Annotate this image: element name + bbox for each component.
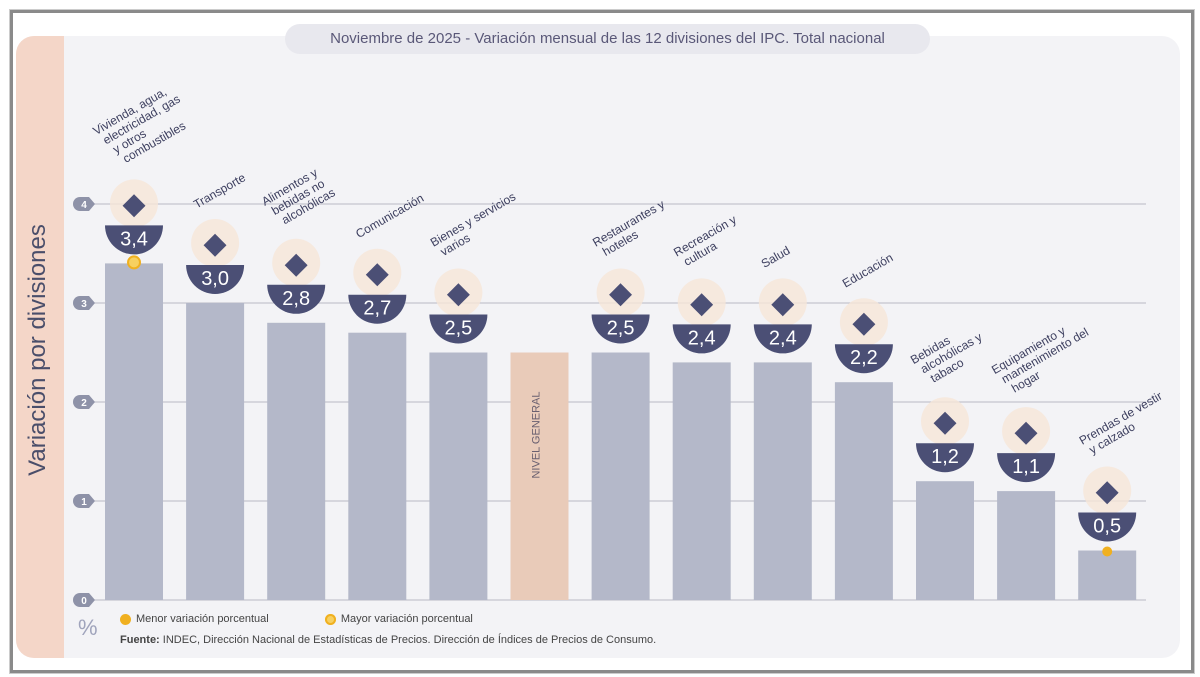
y-tick-label: 1	[81, 497, 87, 508]
category-label: Educación	[840, 250, 896, 290]
bar	[348, 332, 407, 600]
data-label: 2,8	[282, 288, 310, 310]
category-label: Comunicación	[353, 191, 426, 241]
bar	[753, 362, 812, 600]
bar	[591, 352, 650, 600]
value-badge	[1078, 512, 1137, 542]
icon-backdrop	[272, 238, 321, 287]
category-label: Alimentos ybebidas noalcohólicas	[259, 163, 337, 231]
y-tick-label: 2	[81, 398, 87, 409]
notebook-icon: ◆	[852, 306, 875, 339]
bar	[1078, 550, 1137, 600]
y-tick-marker	[73, 593, 95, 607]
wine-icon: ◆	[933, 405, 956, 438]
bar	[834, 382, 893, 600]
data-label: 1,1	[1012, 456, 1040, 478]
legend: Menor variación porcentual Mayor variaci…	[120, 613, 473, 625]
category-label: Vivienda, agua,electricidad, gasy otrosc…	[91, 80, 196, 171]
bar	[429, 352, 488, 600]
value-badge	[997, 453, 1056, 483]
y-tick-marker	[73, 197, 95, 211]
bar	[510, 352, 569, 600]
data-label: 2,4	[769, 327, 797, 349]
value-badge	[753, 324, 812, 354]
legend-min-label: Menor variación porcentual	[136, 613, 269, 625]
y-unit: %	[78, 615, 98, 640]
source-note: Fuente: INDEC, Dirección Nacional de Est…	[120, 634, 656, 646]
y-tick-label: 3	[81, 299, 87, 310]
key-bulb-icon: ◆	[122, 187, 145, 220]
icon-backdrop	[1083, 466, 1132, 515]
bar	[105, 263, 163, 600]
bar	[916, 481, 974, 600]
data-label: 2,2	[850, 347, 878, 369]
max-marker	[127, 255, 141, 270]
icon-backdrop	[758, 278, 807, 327]
food-icon: ◆	[285, 247, 308, 280]
source-label: Fuente:	[120, 634, 160, 646]
min-marker	[1102, 546, 1113, 557]
comb-scissors-icon: ◆	[447, 277, 470, 310]
bar	[267, 322, 326, 600]
value-badge	[348, 294, 407, 324]
legend-min-marker	[120, 613, 131, 625]
bar	[672, 362, 731, 600]
sube-card-icon: ◆	[204, 227, 227, 260]
chart-title: Noviembre de 2025 - Variación mensual de…	[285, 24, 930, 54]
category-label: Equipamiento ymantenimiento delhogar	[989, 314, 1097, 400]
category-label: Transporte	[191, 170, 248, 211]
value-badge	[591, 314, 650, 344]
data-label: 2,5	[607, 318, 635, 340]
category-label: Salud	[759, 243, 793, 270]
data-label: 2,5	[444, 318, 472, 340]
category-label: Bienes y serviciosvarios	[428, 189, 525, 260]
icon-backdrop	[677, 278, 726, 327]
icon-backdrop	[921, 397, 969, 446]
umbrella-icon: ◆	[690, 286, 713, 319]
tshirt-icon: ◆	[1096, 475, 1119, 508]
legend-max-marker	[324, 613, 336, 625]
category-label: Prendas de vestiry calzado	[1077, 389, 1171, 459]
source-text: INDEC, Dirección Nacional de Estadística…	[159, 634, 657, 646]
value-badge	[267, 284, 326, 314]
bar	[186, 303, 245, 600]
data-label: 0,5	[1093, 516, 1121, 538]
category-label: Restaurantes yhoteles	[590, 197, 673, 261]
icon-backdrop	[353, 248, 402, 297]
data-label: 1,2	[931, 446, 959, 468]
y-tick-label: 4	[81, 200, 87, 211]
value-badge	[834, 344, 893, 374]
value-badge	[186, 265, 245, 294]
bar-label: NIVEL GENERAL	[531, 391, 543, 478]
value-badge	[105, 225, 163, 255]
icon-backdrop	[434, 268, 483, 317]
category-label: Recreación ycultura	[671, 212, 745, 270]
phone-icon: ◆	[366, 257, 389, 290]
icon-backdrop	[191, 219, 240, 267]
data-label: 3,0	[201, 268, 229, 290]
value-badge	[672, 324, 731, 354]
first-aid-icon: ◆	[771, 286, 794, 319]
icon-backdrop	[596, 268, 645, 317]
icon-backdrop	[839, 298, 888, 347]
value-badge	[916, 443, 974, 473]
y-axis-band	[16, 36, 64, 658]
y-tick-marker	[73, 296, 95, 310]
y-tick-marker	[73, 494, 95, 508]
data-label: 2,7	[363, 298, 391, 320]
value-badge	[429, 314, 488, 344]
data-label: 2,4	[688, 327, 716, 349]
y-tick-label: 0	[81, 596, 87, 607]
icon-backdrop	[110, 179, 158, 228]
legend-max-label: Mayor variación porcentual	[340, 613, 473, 625]
data-label: 3,4	[120, 228, 148, 250]
category-label: Bebidasalcohólicas ytabaco	[908, 319, 991, 390]
bar	[997, 491, 1056, 600]
air-conditioner-icon: ◆	[1015, 415, 1038, 448]
icon-backdrop	[1002, 407, 1051, 456]
y-tick-marker	[73, 395, 95, 409]
plate-cutlery-icon: ◆	[609, 277, 632, 310]
